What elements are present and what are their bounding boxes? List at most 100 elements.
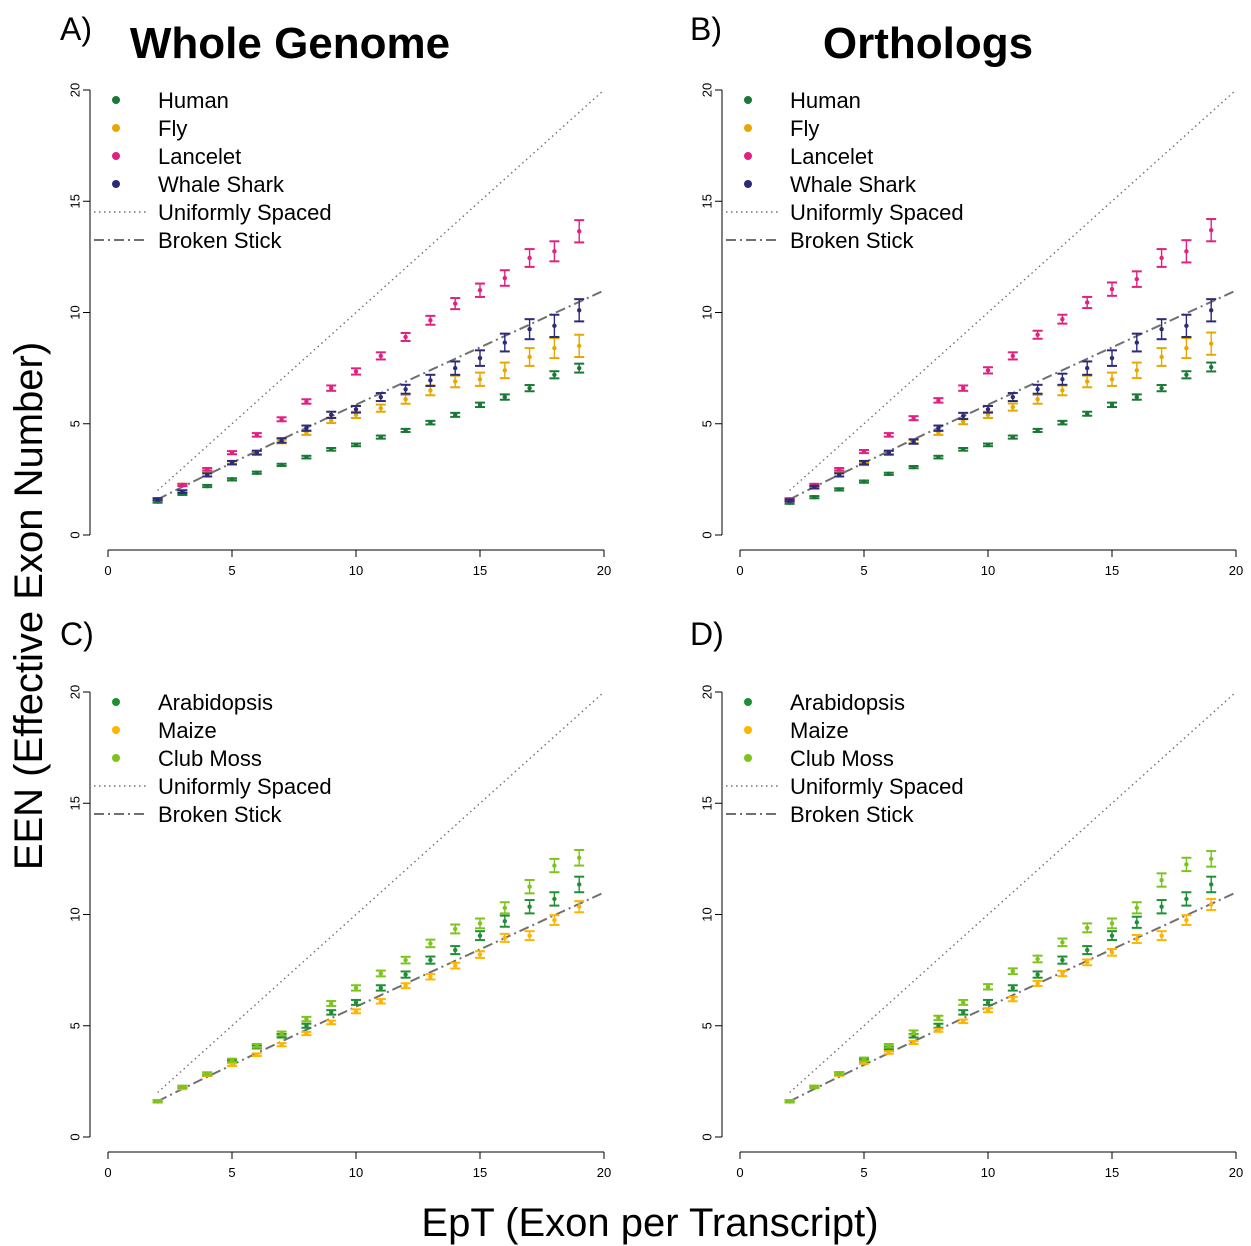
x-tick-label: 10 — [349, 563, 363, 578]
data-point — [985, 1000, 991, 1005]
data-point — [1060, 971, 1065, 976]
x-tick-label: 0 — [736, 563, 743, 578]
data-point — [812, 494, 817, 500]
data-point — [229, 460, 235, 465]
data-point — [378, 434, 383, 440]
data-point — [1060, 957, 1065, 963]
data-point — [477, 921, 483, 926]
y-tick-label: 20 — [699, 83, 714, 97]
data-point — [1159, 933, 1164, 938]
data-point — [353, 442, 359, 448]
data-point — [552, 372, 557, 377]
legend-label: Uniformly Spaced — [158, 200, 332, 225]
data-point — [911, 1030, 916, 1035]
data-point — [1184, 917, 1189, 923]
data-point — [886, 432, 891, 438]
y-tick-label: 0 — [67, 1133, 82, 1140]
legend-label: Uniformly Spaced — [790, 200, 964, 225]
data-point — [229, 477, 235, 482]
data-point — [1010, 996, 1015, 1002]
data-point — [1184, 323, 1189, 329]
series-arabidopsis — [784, 875, 1217, 1104]
data-point — [911, 1040, 916, 1045]
panel-a: A) Whole Genome 0 5 10 15 20 0 5 10 15 20 Human Fly La… — [60, 11, 611, 578]
data-point — [961, 1000, 966, 1005]
data-point — [1109, 402, 1115, 408]
x-tick-label: 15 — [1105, 1165, 1119, 1180]
data-point — [180, 489, 185, 494]
data-point — [1159, 255, 1164, 261]
legend-marker — [744, 726, 752, 734]
data-point — [787, 498, 792, 503]
x-tick-label: 5 — [228, 563, 235, 578]
legend: Human Fly Lancelet Whale Shark Uniformly Spa… — [726, 88, 964, 253]
data-point — [428, 318, 433, 323]
legend-label: Fly — [790, 116, 819, 141]
legend-label: Human — [158, 88, 229, 113]
data-point — [329, 418, 334, 423]
data-point — [1109, 950, 1115, 955]
data-point — [155, 1099, 160, 1104]
data-point — [936, 454, 941, 460]
legend: Human Fly Lancelet Whale Shark Uniformly Spa… — [94, 88, 332, 253]
x-tick-label: 10 — [981, 563, 995, 578]
data-point — [985, 368, 991, 373]
data-point — [1010, 353, 1015, 359]
data-point — [403, 957, 408, 963]
y-tick-label: 10 — [699, 305, 714, 319]
series-club-moss — [784, 850, 1217, 1104]
data-point — [254, 432, 259, 438]
data-point — [985, 442, 991, 448]
data-point — [353, 1009, 359, 1014]
data-point — [353, 985, 359, 991]
data-point — [428, 388, 433, 393]
data-point — [1159, 385, 1164, 391]
data-point — [985, 412, 991, 418]
data-point — [961, 419, 966, 424]
data-point — [961, 1019, 966, 1024]
x-tick-label: 15 — [1105, 563, 1119, 578]
broken-stick-line — [789, 891, 1237, 1103]
legend: Arabidopsis Maize Club Moss Uniformly Space… — [726, 690, 964, 827]
panel-title: Orthologs — [823, 19, 1033, 68]
data-point — [527, 255, 532, 261]
data-point — [477, 402, 483, 408]
data-point — [552, 345, 557, 351]
data-point — [378, 971, 383, 976]
data-point — [304, 426, 309, 431]
data-point — [453, 947, 458, 953]
data-point — [1035, 397, 1040, 402]
legend-label: Club Moss — [158, 746, 262, 771]
data-point — [1010, 394, 1015, 400]
x-tick-label: 10 — [349, 1165, 363, 1180]
legend-label: Lancelet — [790, 144, 873, 169]
panel-label: C) — [60, 616, 94, 652]
legend-label: Fly — [158, 116, 187, 141]
data-point — [961, 413, 966, 419]
y-tick-label: 10 — [67, 305, 82, 319]
y-tick-label: 15 — [67, 796, 82, 810]
x-tick-label: 5 — [860, 563, 867, 578]
data-point — [1085, 365, 1090, 371]
data-point — [353, 407, 359, 412]
data-point — [985, 407, 991, 412]
data-point — [180, 482, 185, 488]
legend-label: Whale Shark — [790, 172, 917, 197]
x-tick-label: 0 — [736, 1165, 743, 1180]
series-club-moss — [152, 848, 585, 1104]
data-point — [229, 450, 235, 455]
data-point — [1010, 985, 1015, 991]
data-point — [229, 1058, 235, 1063]
data-point — [477, 288, 483, 293]
y-tick-label: 0 — [699, 531, 714, 538]
data-point — [453, 365, 458, 371]
series-lancelet — [152, 219, 585, 502]
x-axis-title: EpT (Exon per Transcript) — [421, 1201, 878, 1245]
x-tick-label: 20 — [1229, 563, 1243, 578]
data-point — [552, 896, 557, 902]
data-point — [428, 378, 433, 383]
data-point — [1209, 902, 1214, 907]
x-tick-label: 5 — [228, 1165, 235, 1180]
data-point — [552, 249, 557, 254]
